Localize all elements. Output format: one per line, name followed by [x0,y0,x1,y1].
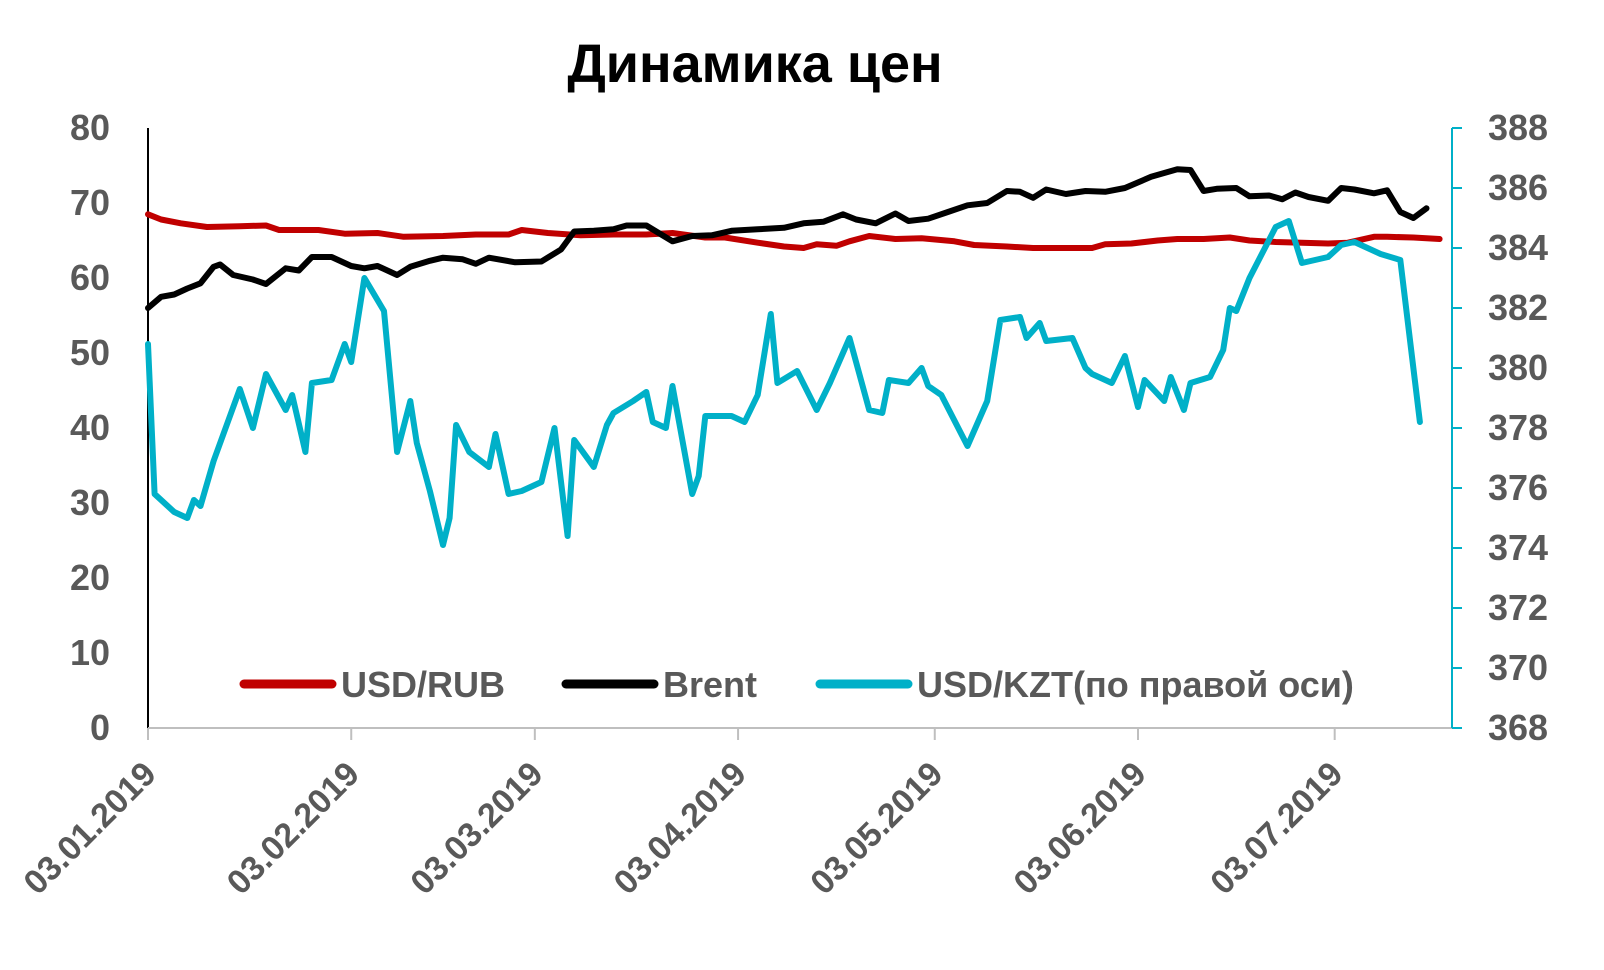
left-y-tick-10: 10 [70,632,110,673]
x-tick-labels: 03.01.2019 03.02.2019 03.03.2019 03.04.2019… [16,728,1350,902]
x-tick-label: 03.06.2019 [1006,755,1153,902]
left-y-tick-30: 30 [70,482,110,523]
right-y-tick-374: 374 [1488,527,1548,568]
x-tick-label: 03.05.2019 [803,755,950,902]
series-line-usd-kzt [145,218,1423,548]
x-tick-label: 03.03.2019 [403,755,550,902]
legend-label-usd-kzt: USD/KZT(по правой оси) [917,664,1354,705]
right-y-tick-382: 382 [1488,287,1548,328]
x-tick-label: 03.01.2019 [16,755,163,902]
series-line-brent [145,166,1430,311]
left-y-tick-0: 0 [90,707,110,748]
left-y-tick-70: 70 [70,182,110,223]
right-y-tick-386: 386 [1488,167,1548,208]
series-line-usd-rub [145,211,1443,251]
left-y-tick-50: 50 [70,332,110,373]
x-tick-label: 03.02.2019 [220,755,367,902]
left-y-tick-60: 60 [70,257,110,298]
right-y-tick-372: 372 [1488,587,1548,628]
left-y-tick-40: 40 [70,407,110,448]
x-tick-label: 03.07.2019 [1203,755,1350,902]
right-y-tick-388: 388 [1488,107,1548,148]
left-y-tick-20: 20 [70,557,110,598]
series-lines [145,166,1443,548]
right-y-tick-368: 368 [1488,707,1548,748]
legend-label-brent: Brent [663,664,757,705]
legend-label-usd-rub: USD/RUB [341,664,505,705]
right-y-tick-384: 384 [1488,227,1548,268]
chart-title: Динамика цен [567,34,942,94]
right-y-tick-380: 380 [1488,347,1548,388]
left-y-tick-80: 80 [70,107,110,148]
right-y-tick-378: 378 [1488,407,1548,448]
axes [147,128,1453,729]
right-y-tick-376: 376 [1488,467,1548,508]
right-y-tick-labels: 368 370 372 374 376 378 380 382 384 386 388 [1452,107,1548,748]
left-y-tick-labels: 0 10 20 30 40 50 60 70 80 [70,107,110,748]
x-tick-label: 03.04.2019 [607,755,754,902]
right-y-tick-370: 370 [1488,647,1548,688]
legend: USD/RUB Brent USD/KZT(по правой оси) [239,664,1354,705]
